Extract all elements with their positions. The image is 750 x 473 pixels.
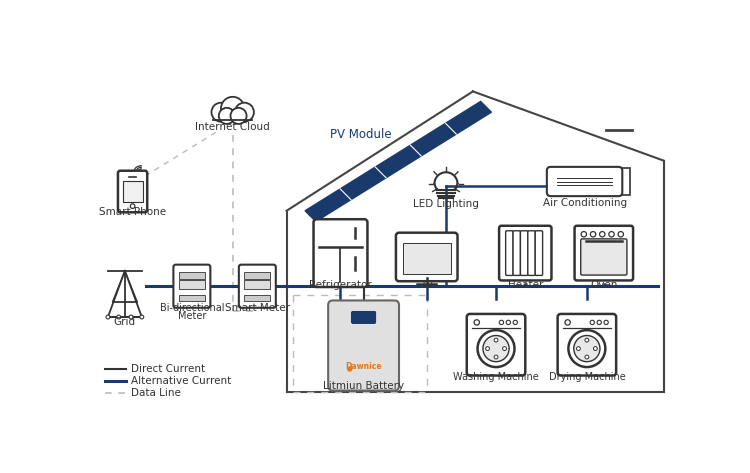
Text: Alternative Current: Alternative Current — [131, 376, 231, 386]
Circle shape — [585, 355, 589, 359]
Bar — [178, 272, 205, 279]
Circle shape — [585, 338, 589, 342]
Bar — [244, 295, 271, 301]
Text: Smart Phone: Smart Phone — [99, 207, 166, 217]
Text: Bi-directional: Bi-directional — [160, 303, 224, 313]
Circle shape — [565, 320, 570, 325]
FancyBboxPatch shape — [536, 231, 542, 275]
Bar — [403, 243, 451, 274]
Circle shape — [219, 108, 235, 124]
Text: LED Lighting: LED Lighting — [413, 199, 479, 209]
Text: Meter: Meter — [178, 311, 206, 321]
Text: Air Conditioning: Air Conditioning — [542, 198, 627, 208]
Bar — [608, 168, 630, 195]
Circle shape — [609, 232, 614, 237]
Circle shape — [577, 347, 580, 350]
Bar — [122, 181, 142, 202]
FancyBboxPatch shape — [314, 219, 368, 287]
Circle shape — [130, 204, 135, 209]
Text: Drying Machine: Drying Machine — [548, 372, 626, 382]
Circle shape — [494, 355, 498, 359]
Circle shape — [604, 320, 608, 324]
Text: Direct Current: Direct Current — [131, 364, 206, 374]
FancyBboxPatch shape — [118, 171, 147, 212]
Text: Heater: Heater — [508, 280, 543, 290]
Circle shape — [581, 232, 586, 237]
Circle shape — [211, 103, 230, 122]
Polygon shape — [305, 101, 491, 221]
FancyBboxPatch shape — [506, 231, 513, 275]
FancyBboxPatch shape — [547, 167, 622, 196]
Circle shape — [221, 97, 245, 120]
Circle shape — [574, 335, 600, 362]
Bar — [244, 280, 271, 289]
Text: Internet Cloud: Internet Cloud — [195, 122, 270, 132]
Circle shape — [478, 330, 514, 367]
FancyBboxPatch shape — [580, 239, 627, 275]
Text: Washing Machine: Washing Machine — [453, 372, 539, 382]
FancyBboxPatch shape — [528, 231, 536, 275]
Circle shape — [568, 330, 605, 367]
Circle shape — [140, 315, 144, 319]
Text: Smart Meter: Smart Meter — [225, 303, 290, 313]
Circle shape — [117, 315, 121, 319]
Circle shape — [503, 347, 506, 350]
Circle shape — [347, 366, 352, 372]
Circle shape — [129, 315, 133, 319]
FancyBboxPatch shape — [238, 265, 276, 308]
Circle shape — [590, 232, 596, 237]
Text: Data Line: Data Line — [131, 388, 181, 398]
Text: Grid: Grid — [114, 317, 136, 327]
Circle shape — [618, 232, 623, 237]
Circle shape — [235, 103, 254, 122]
FancyBboxPatch shape — [396, 233, 458, 281]
FancyBboxPatch shape — [520, 231, 528, 275]
FancyBboxPatch shape — [350, 310, 376, 324]
Circle shape — [513, 320, 517, 324]
FancyBboxPatch shape — [574, 226, 633, 280]
Circle shape — [593, 347, 597, 350]
Circle shape — [506, 320, 511, 324]
FancyBboxPatch shape — [328, 300, 399, 391]
Circle shape — [500, 320, 503, 324]
Text: Refrigerator: Refrigerator — [309, 280, 372, 290]
Text: PV Module: PV Module — [331, 128, 392, 140]
FancyBboxPatch shape — [173, 265, 210, 308]
Text: Dawnice: Dawnice — [345, 362, 382, 371]
Circle shape — [474, 320, 479, 325]
Circle shape — [483, 335, 509, 362]
FancyBboxPatch shape — [466, 314, 525, 376]
Circle shape — [599, 232, 605, 237]
FancyBboxPatch shape — [499, 226, 551, 280]
Bar — [178, 280, 205, 289]
Circle shape — [230, 108, 247, 124]
FancyBboxPatch shape — [513, 231, 520, 275]
Circle shape — [590, 320, 595, 324]
Circle shape — [486, 347, 490, 350]
FancyBboxPatch shape — [557, 314, 616, 376]
Circle shape — [597, 320, 602, 324]
Bar — [178, 295, 205, 301]
Text: Oven: Oven — [590, 280, 617, 290]
Text: Litmiun Battery: Litmiun Battery — [323, 381, 404, 391]
Text: TV: TV — [420, 280, 434, 290]
Bar — [244, 272, 271, 279]
Circle shape — [494, 338, 498, 342]
Circle shape — [106, 315, 109, 319]
